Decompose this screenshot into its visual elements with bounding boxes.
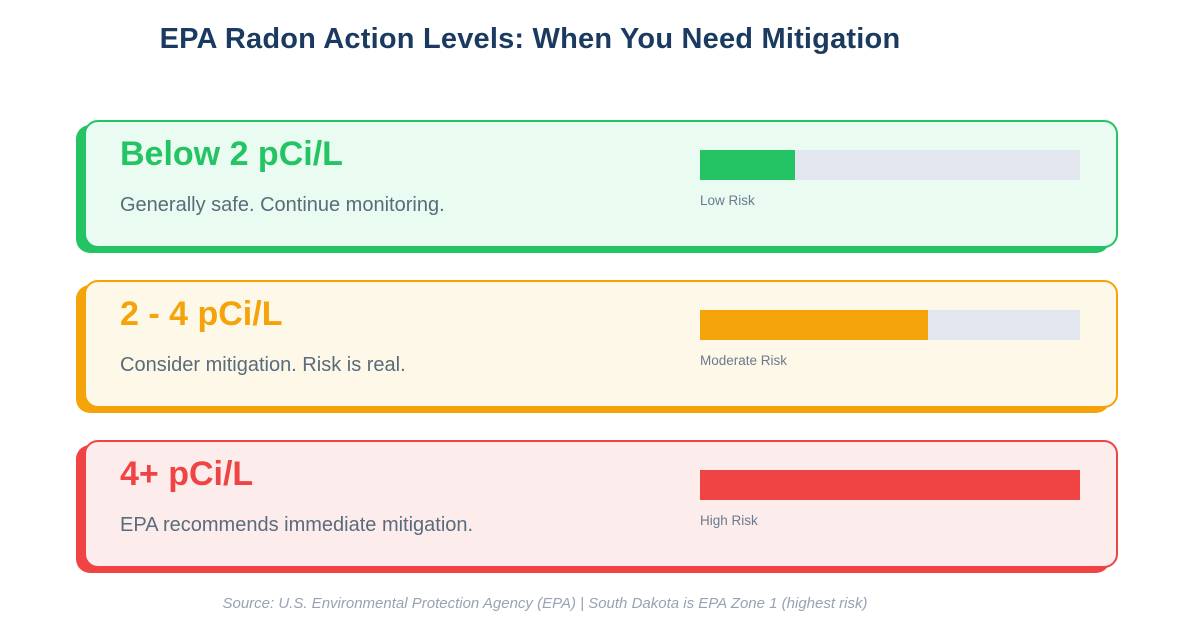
page-title: EPA Radon Action Levels: When You Need M… (159, 23, 901, 55)
risk-bar-track (700, 470, 1080, 500)
level-heading: 2 - 4 pCi/L (120, 295, 283, 333)
radon-level-card-moderate: 2 - 4 pCi/L Consider mitigation. Risk is… (84, 280, 1118, 408)
source-note: Source: U.S. Environmental Protection Ag… (222, 595, 868, 612)
risk-bar-track (700, 150, 1080, 180)
risk-label: Low Risk (700, 193, 755, 208)
risk-bar-fill (700, 310, 928, 340)
risk-label: High Risk (700, 513, 758, 528)
level-description: EPA recommends immediate mitigation. (120, 514, 474, 536)
level-description: Consider mitigation. Risk is real. (120, 354, 406, 376)
risk-label: Moderate Risk (700, 353, 788, 368)
radon-level-card-low: Below 2 pCi/L Generally safe. Continue m… (84, 120, 1118, 248)
risk-bar-fill (700, 470, 1080, 500)
risk-bar-track (700, 310, 1080, 340)
risk-bar-fill (700, 150, 795, 180)
level-description: Generally safe. Continue monitoring. (120, 194, 445, 216)
level-heading: Below 2 pCi/L (120, 135, 343, 173)
radon-level-card-high: 4+ pCi/L EPA recommends immediate mitiga… (84, 440, 1118, 568)
level-heading: 4+ pCi/L (120, 455, 254, 493)
